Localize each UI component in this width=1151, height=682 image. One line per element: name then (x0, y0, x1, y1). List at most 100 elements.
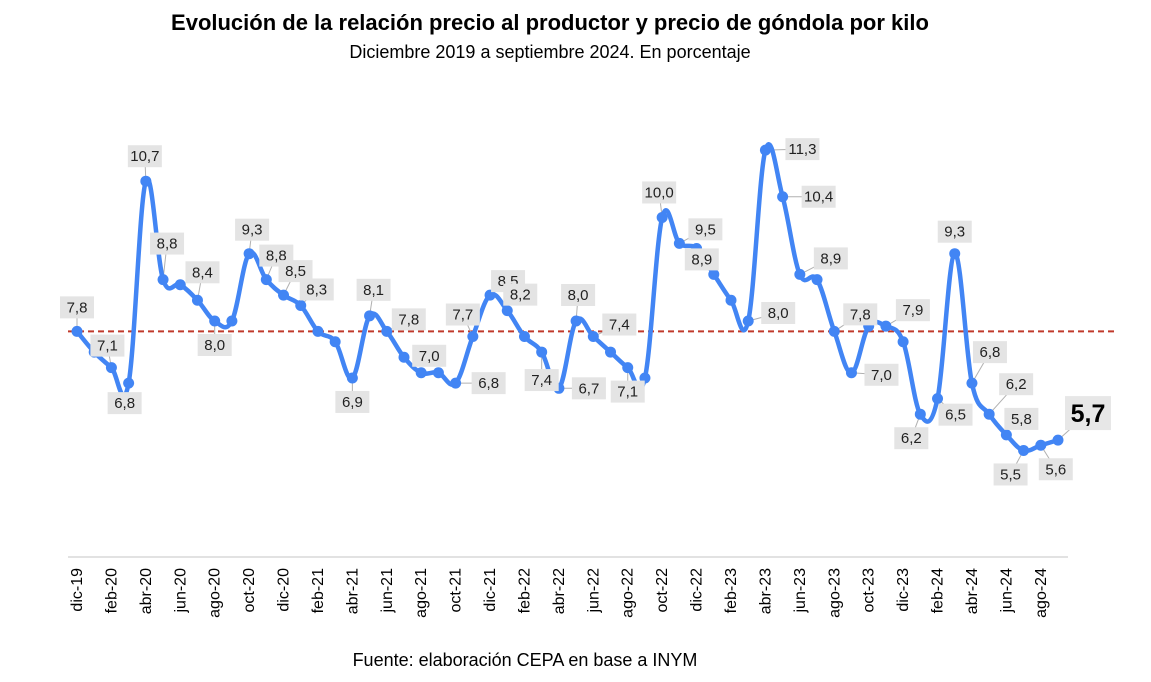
data-label-box (356, 278, 391, 301)
data-label-box (785, 138, 820, 161)
data-label-box (688, 218, 723, 241)
data-label: 7,8 (398, 311, 419, 328)
data-label-box (1065, 396, 1111, 431)
data-label: 6,8 (478, 375, 499, 392)
data-label-box (412, 344, 447, 367)
data-label-box (813, 247, 848, 270)
data-point (174, 279, 186, 291)
data-label-box (571, 377, 606, 400)
data-label: 5,7 (1071, 400, 1106, 428)
data-point (742, 315, 754, 327)
x-tick-label: feb-24 (930, 568, 947, 613)
data-point (105, 362, 117, 374)
data-point (518, 331, 530, 343)
data-point (1018, 444, 1030, 456)
data-point (622, 362, 634, 374)
x-tick-label: ago-22 (620, 568, 637, 618)
data-label: 7,1 (97, 338, 118, 355)
data-label-box (197, 334, 232, 356)
data-point (432, 367, 444, 379)
x-tick-label: ago-24 (1033, 568, 1050, 618)
data-label: 7,0 (419, 348, 440, 365)
data-point (932, 393, 944, 405)
data-point (777, 191, 789, 203)
data-point (725, 294, 737, 306)
data-label: 10,4 (804, 189, 833, 206)
data-label-box (278, 260, 313, 283)
data-point (1000, 429, 1012, 441)
data-point (656, 211, 668, 223)
data-label: 8,0 (768, 305, 789, 322)
data-point (794, 268, 806, 280)
data-label: 8,0 (568, 287, 589, 304)
data-label-box (894, 427, 929, 450)
data-label: 5,6 (1045, 461, 1066, 478)
data-point (570, 315, 582, 327)
data-label-box (864, 363, 899, 386)
data-label: 10,0 (645, 184, 674, 201)
data-label-box (445, 303, 480, 326)
data-point (828, 325, 840, 337)
data-label: 11,3 (788, 141, 816, 158)
chart-subtitle: Diciembre 2019 a septiembre 2024. En por… (349, 42, 751, 62)
data-label-box (299, 278, 334, 301)
data-label-box (127, 145, 162, 168)
data-point (811, 274, 823, 286)
data-point (450, 377, 462, 389)
data-label: 7,4 (609, 317, 630, 334)
data-point (329, 336, 341, 348)
data-label: 10,7 (130, 148, 159, 165)
x-tick-label: ago-23 (826, 568, 843, 618)
data-label: 8,1 (363, 282, 384, 299)
data-label-box (503, 283, 538, 306)
x-tick-label: ago-20 (207, 568, 224, 618)
data-label-box (993, 463, 1028, 486)
data-label: 7,1 (617, 384, 638, 401)
data-point (398, 351, 410, 363)
data-point (605, 346, 617, 358)
data-label: 6,7 (578, 380, 599, 397)
data-label: 8,2 (510, 287, 531, 304)
data-label-box (761, 302, 796, 324)
data-label-box (524, 369, 559, 392)
x-tick-label: jun-21 (379, 568, 396, 614)
data-label-box (235, 218, 270, 241)
data-label: 8,5 (285, 263, 306, 280)
x-tick-label: oct-22 (654, 568, 671, 613)
data-point (708, 268, 720, 280)
x-tick-label: abr-21 (344, 568, 361, 614)
data-label-box (642, 181, 677, 204)
data-label: 6,9 (342, 394, 363, 411)
x-tick-label: abr-20 (138, 568, 155, 614)
data-point (467, 331, 479, 343)
data-point (897, 336, 909, 348)
data-label-box (60, 296, 94, 319)
data-point (226, 315, 238, 327)
data-point (1035, 439, 1047, 451)
data-label-box (610, 380, 645, 403)
data-label: 7,4 (531, 372, 552, 389)
x-tick-label: ago-21 (413, 568, 430, 618)
data-point (364, 310, 376, 322)
data-label: 9,3 (944, 224, 965, 241)
data-label-box (938, 403, 973, 426)
data-label: 5,8 (1011, 411, 1032, 428)
x-tick-label: dic-21 (482, 568, 499, 612)
x-tick-label: dic-19 (69, 568, 86, 612)
data-point (260, 274, 272, 286)
data-label-box (150, 232, 185, 255)
data-point (123, 377, 135, 389)
x-tick-label: oct-21 (448, 568, 465, 613)
data-point (191, 294, 203, 306)
x-tick-label: oct-20 (241, 568, 258, 613)
x-tick-label: oct-23 (861, 568, 878, 613)
data-label: 7,9 (902, 302, 923, 319)
data-label: 8,9 (691, 251, 712, 268)
data-label: 7,8 (67, 299, 88, 316)
data-label-box (561, 284, 596, 306)
data-label-box (602, 313, 637, 336)
data-label: 9,5 (695, 221, 716, 238)
data-point (278, 289, 290, 301)
x-tick-label: dic-23 (895, 568, 912, 612)
